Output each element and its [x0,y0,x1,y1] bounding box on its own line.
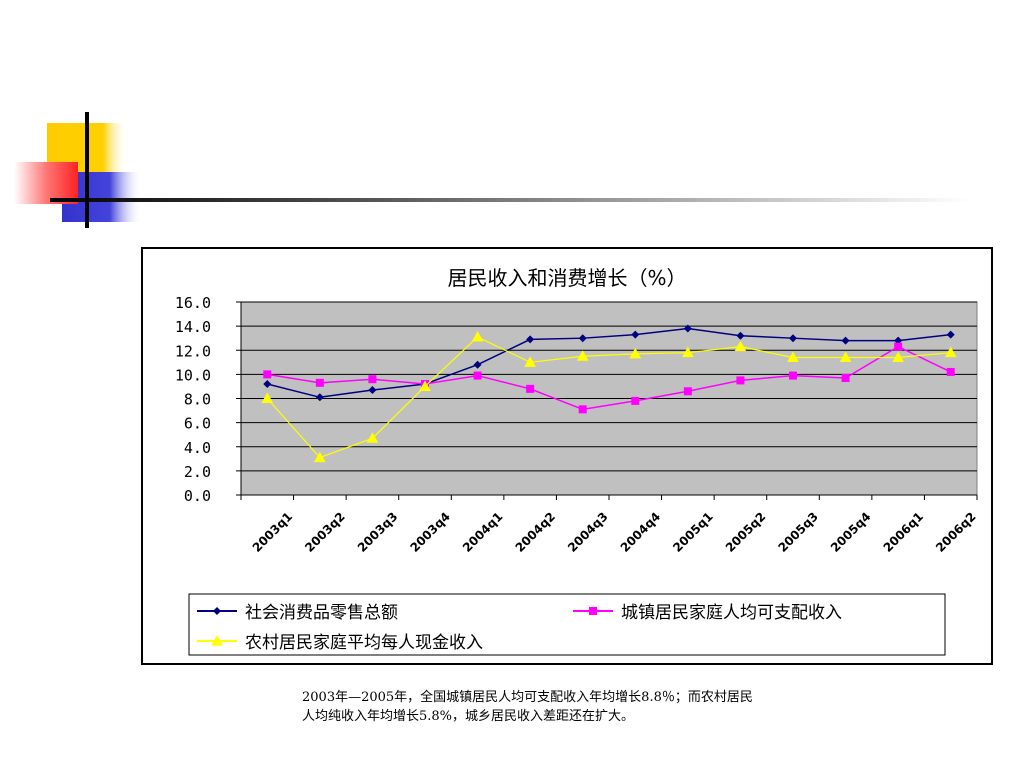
x-tick-label: 2003q2 [302,509,347,554]
data-point-diamond [473,360,482,369]
chart-title: 居民收入和消费增长（%） [447,266,686,290]
legend-label-3: 农村居民家庭平均每人现金收入 [245,633,483,653]
data-point-triangle [839,351,852,362]
x-tick-label: 2004q3 [565,509,610,554]
chart-area: 居民收入和消费增长（%） 0.0 2.0 4.0 6.0 8.0 10.0 12.0 14.0 1… [141,247,993,665]
title-decoration [14,112,970,228]
x-tick-label: 2006q2 [933,509,978,554]
y-tick-label: 2.0 [184,463,211,481]
data-point-diamond [578,334,587,343]
y-tick-label: 14.0 [175,318,211,336]
x-tick-label: 2004q4 [618,509,663,554]
data-point-square [589,607,597,615]
data-point-triangle [366,432,379,443]
data-point-triangle [261,392,274,403]
data-point-square [683,387,692,396]
horizontal-rule [50,198,970,202]
y-tick-label: 12.0 [175,342,211,360]
red-square [14,162,78,204]
x-tick-label: 2005q4 [828,509,873,554]
data-point-square [631,396,640,405]
y-tick-label: 16.0 [175,294,211,312]
data-point-triangle [314,451,326,463]
data-point-square [946,367,955,376]
data-point-square [526,384,535,393]
y-tick-label: 0.0 [184,487,211,505]
data-point-square [841,373,850,382]
series-line-1 [267,327,951,399]
line-chart: 居民收入和消费增长（%） 0.0 2.0 4.0 6.0 8.0 10.0 12.0 14.0 1… [175,266,979,656]
x-tick-label: 2004q1 [460,509,505,554]
y-tick-label: 10.0 [175,366,211,384]
caption-line-2: 人均纯收入年均增长5.8%，城乡居民收入差距还在扩大。 [302,709,635,724]
data-point-triangle [629,347,642,359]
x-tick-label: 2005q1 [670,509,715,554]
data-point-triangle [419,380,431,391]
data-point-diamond [213,607,221,615]
caption-line-1: 2003年—2005年，全国城镇居民人均可支配收入年均增长8.8％；而农村居民 [302,690,753,705]
data-point-square [368,375,377,384]
data-point-diamond [683,324,692,333]
x-tick-label: 2004q2 [513,509,558,554]
data-point-triangle [787,351,799,362]
series-line-3 [266,336,951,459]
data-point-triangle [524,356,536,367]
series-line-2 [267,345,952,411]
data-point-triangle [944,346,957,358]
vertical-rule [85,112,89,228]
data-point-square [894,342,903,351]
y-tick-label: 4.0 [184,439,211,457]
data-point-diamond [263,380,272,389]
legend-label-1: 社会消费品零售总额 [245,603,398,623]
x-tick-label: 2005q3 [775,509,820,554]
x-tick-label: 2003q3 [355,509,400,554]
data-point-diamond [368,386,377,395]
data-point-square [473,371,482,380]
data-point-triangle [682,346,694,358]
data-point-triangle [211,634,223,646]
data-point-diamond [526,335,535,344]
data-point-triangle [471,330,484,342]
x-tick-label: 2003q1 [250,509,295,554]
data-point-square [578,405,587,414]
caption: 2003年—2005年，全国城镇居民人均可支配收入年均增长8.8％；而农村居民 … [302,688,862,726]
data-point-square [736,376,745,385]
data-point-diamond [631,330,640,339]
data-point-diamond [736,331,745,340]
y-tick-label: 6.0 [184,415,211,433]
y-tick-label: 8.0 [184,391,211,409]
data-point-square [789,371,797,380]
data-point-diamond [315,393,324,402]
data-point-diamond [789,334,797,343]
x-tick-label: 2006q1 [881,509,926,554]
data-point-triangle [734,340,747,352]
data-point-triangle [892,351,904,362]
legend-box [188,593,946,656]
x-tick-label: 2005q2 [723,509,768,554]
data-point-square [315,378,324,387]
legend-label-2: 城镇居民家庭人均可支配收入 [621,603,842,623]
data-point-diamond [894,336,903,345]
data-point-diamond [946,330,955,339]
data-point-triangle [576,350,589,361]
data-point-square [263,370,272,379]
data-point-diamond [841,336,850,345]
x-tick-label: 2003q4 [407,509,452,554]
